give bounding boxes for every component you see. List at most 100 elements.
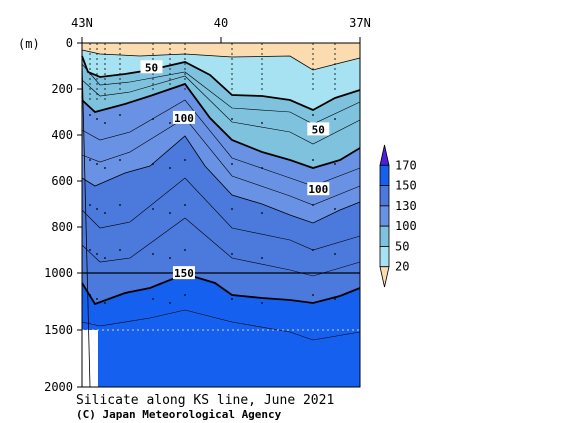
contour-line-4 xyxy=(81,135,361,224)
sample-dot xyxy=(334,163,336,165)
credit-text: (C) Japan Meteorological Agency xyxy=(76,408,282,421)
x-tick-label-0: 43N xyxy=(71,16,93,30)
sample-dot xyxy=(334,118,336,120)
contour-line-2 xyxy=(81,55,361,112)
colorbar-label-130: 130 xyxy=(395,199,417,213)
sample-dot xyxy=(312,204,314,206)
layer-130-150 xyxy=(82,136,360,304)
y-tick-label-2: 400 xyxy=(51,128,73,142)
sample-dot xyxy=(119,204,121,206)
sample-dot xyxy=(312,159,314,161)
contour-label-bg xyxy=(307,122,330,136)
contour-thin-3 xyxy=(81,117,361,206)
contour-label-bg xyxy=(307,182,330,196)
sample-dot xyxy=(96,118,98,120)
colorbar-segment-1 xyxy=(379,164,390,186)
sample-dot xyxy=(152,163,154,165)
sample-dot xyxy=(89,249,91,251)
layer-100-130 xyxy=(82,84,360,223)
sample-dot xyxy=(334,253,336,255)
contour-thin-5 xyxy=(81,217,361,277)
sample-dot xyxy=(312,294,314,296)
sample-dot xyxy=(184,204,186,206)
y-tick-label-6: 1500 xyxy=(44,323,73,337)
sample-dot xyxy=(89,114,91,116)
y-tick-label-4: 800 xyxy=(51,220,73,234)
contour-label-4: 150 xyxy=(174,267,194,280)
sample-dot xyxy=(261,212,263,214)
colorbar-segment-4 xyxy=(379,225,390,247)
sample-dot xyxy=(334,298,336,300)
contour-label-3: 100 xyxy=(308,183,328,196)
sample-dot xyxy=(104,257,106,259)
contour-fill-layers xyxy=(82,43,360,387)
x-tick-label-2: 37N xyxy=(349,16,371,30)
colorbar-top-triangle xyxy=(379,144,390,166)
sample-dot xyxy=(89,294,91,296)
sample-dot xyxy=(119,114,121,116)
sample-dot xyxy=(152,298,154,300)
sample-dot xyxy=(96,253,98,255)
sample-dot xyxy=(104,122,106,124)
contour-thin-1 xyxy=(81,75,361,145)
sample-dot xyxy=(169,167,171,169)
sample-dot xyxy=(169,257,171,259)
layer-lt20 xyxy=(82,43,360,70)
sample-dot xyxy=(104,302,106,304)
sample-dot xyxy=(119,294,121,296)
sample-dot xyxy=(169,302,171,304)
y-tick-label-7: 2000 xyxy=(44,380,73,394)
contour-label-0: 50 xyxy=(145,61,158,74)
sample-dot xyxy=(334,208,336,210)
bottom-topography xyxy=(81,59,98,388)
x-tick-label-1: 40 xyxy=(214,16,228,30)
contour-thin-4 xyxy=(81,177,361,251)
sample-dot xyxy=(184,159,186,161)
layer-50-100 xyxy=(82,56,360,168)
axes: 43N 40 37N 0 200 400 600 800 1000 1500 2000 xyxy=(44,16,371,394)
contour-label-1: 100 xyxy=(174,112,194,125)
sample-dot xyxy=(231,253,233,255)
sample-dot xyxy=(89,204,91,206)
colorbar-label-100: 100 xyxy=(395,219,417,233)
contour-label-bg xyxy=(172,266,195,280)
y-axis-unit-label: (m) xyxy=(18,37,40,51)
sample-dot xyxy=(119,249,121,251)
sample-dot xyxy=(96,298,98,300)
sample-dot xyxy=(96,163,98,165)
contour-label-bg xyxy=(140,60,163,74)
topo-white-block xyxy=(82,330,98,387)
y-tick-label-3: 600 xyxy=(51,174,73,188)
y-tick-label-5: 1000 xyxy=(44,266,73,280)
layer-gt150 xyxy=(82,274,360,387)
sample-dot xyxy=(169,212,171,214)
colorbar-segment-3 xyxy=(379,205,390,227)
chart-title: Silicate along KS line, June 2021 xyxy=(76,393,334,408)
contour-line-3 xyxy=(81,82,361,169)
colorbar-segment-2 xyxy=(379,185,390,207)
sample-dot xyxy=(96,208,98,210)
sample-dot xyxy=(231,118,233,120)
sample-dot xyxy=(152,208,154,210)
y-tick-label-1: 200 xyxy=(51,82,73,96)
sample-dot xyxy=(312,249,314,251)
sample-dot xyxy=(169,122,171,124)
contour-label-bg xyxy=(172,110,195,124)
sample-dot xyxy=(231,163,233,165)
sample-dot xyxy=(119,159,121,161)
colorbar-label-20: 20 xyxy=(395,260,409,274)
sample-dot xyxy=(152,118,154,120)
colorbar-label-150: 150 xyxy=(395,179,417,193)
sample-dot xyxy=(261,257,263,259)
topo-slope-line xyxy=(81,59,91,388)
sample-dot xyxy=(261,122,263,124)
contour-label-2: 50 xyxy=(312,123,325,136)
contour-labels: 50 100 50 100 150 xyxy=(140,60,330,280)
sample-dot xyxy=(231,208,233,210)
contour-thin-6 xyxy=(81,309,361,341)
sample-dot xyxy=(261,302,263,304)
sample-dot xyxy=(104,167,106,169)
sample-dot xyxy=(312,114,314,116)
sample-dot xyxy=(104,212,106,214)
